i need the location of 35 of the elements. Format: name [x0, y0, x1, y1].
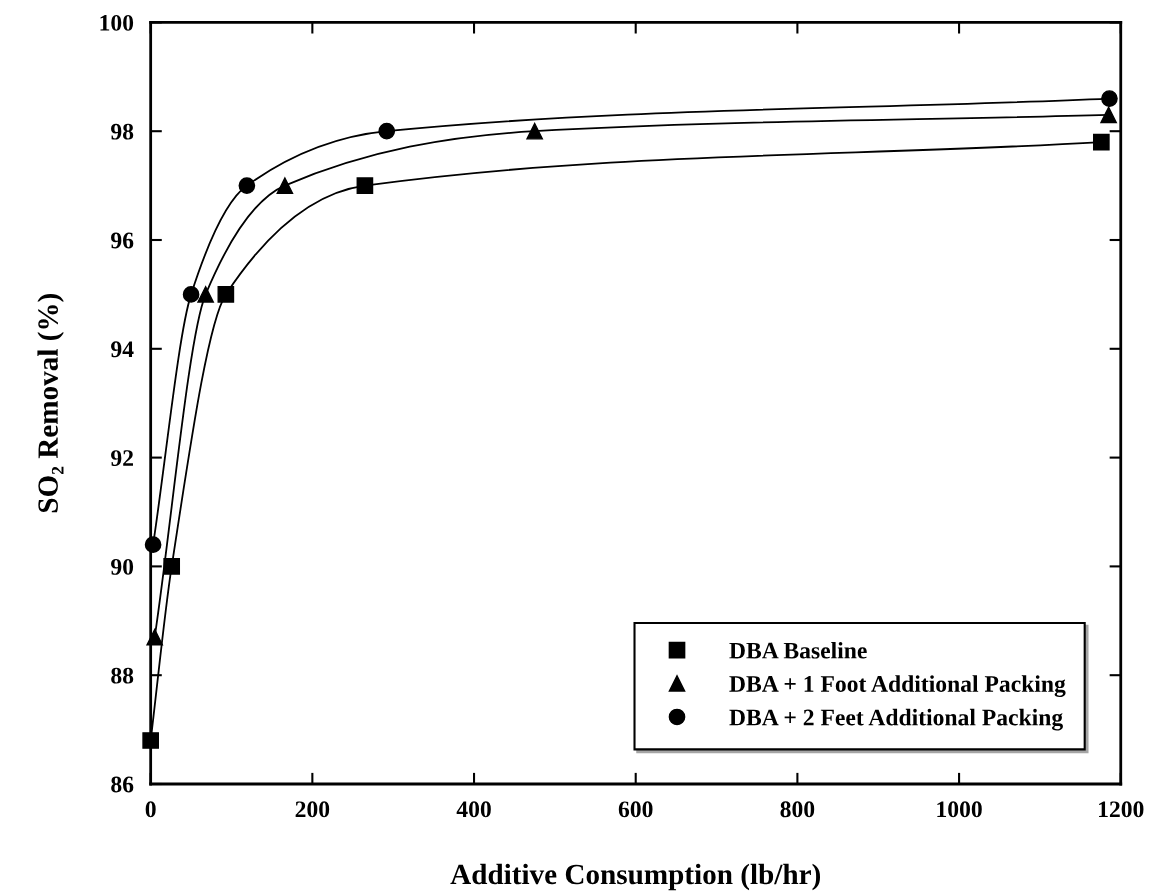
point — [142, 732, 160, 749]
legend-label: DBA + 2 Feet Additional Packing — [729, 708, 1063, 731]
x-tick-label: 800 — [780, 801, 815, 818]
point — [182, 286, 200, 303]
point — [197, 286, 214, 303]
y-axis-title: SO₂ Removal (%) — [37, 293, 64, 513]
x-tick-label: 1000 — [937, 801, 982, 818]
point — [238, 177, 256, 194]
point — [378, 122, 396, 140]
point — [146, 628, 164, 646]
point — [163, 558, 181, 575]
y-tick-label: 94 — [111, 341, 134, 358]
legend-label: DBA + 1 Foot Additional Packing — [729, 675, 1066, 697]
legend-label: DBA Baseline — [729, 641, 867, 659]
y-tick-label: 100 — [100, 14, 134, 31]
x-tick-label: 1200 — [1099, 801, 1144, 818]
y-tick-label: 96 — [111, 232, 134, 249]
y-tick-label: 90 — [111, 558, 134, 575]
x-tick-label: 0 — [145, 801, 156, 818]
y-tick-label: 86 — [111, 776, 134, 793]
y-tick-label: 98 — [111, 123, 134, 140]
x-tick-label: 400 — [456, 801, 491, 818]
point — [1093, 133, 1110, 151]
point — [526, 122, 543, 140]
x-axis-title: Additive Consumption (lb/hr) — [450, 863, 820, 891]
y-tick-label: 88 — [111, 667, 134, 684]
point — [276, 177, 294, 194]
point — [1100, 106, 1117, 124]
point — [356, 177, 374, 194]
point — [1101, 90, 1118, 107]
x-tick-label: 200 — [295, 801, 330, 818]
y-tick-label: 92 — [111, 450, 133, 467]
point — [217, 286, 235, 303]
x-tick-label: 600 — [618, 801, 653, 818]
point — [144, 536, 162, 553]
